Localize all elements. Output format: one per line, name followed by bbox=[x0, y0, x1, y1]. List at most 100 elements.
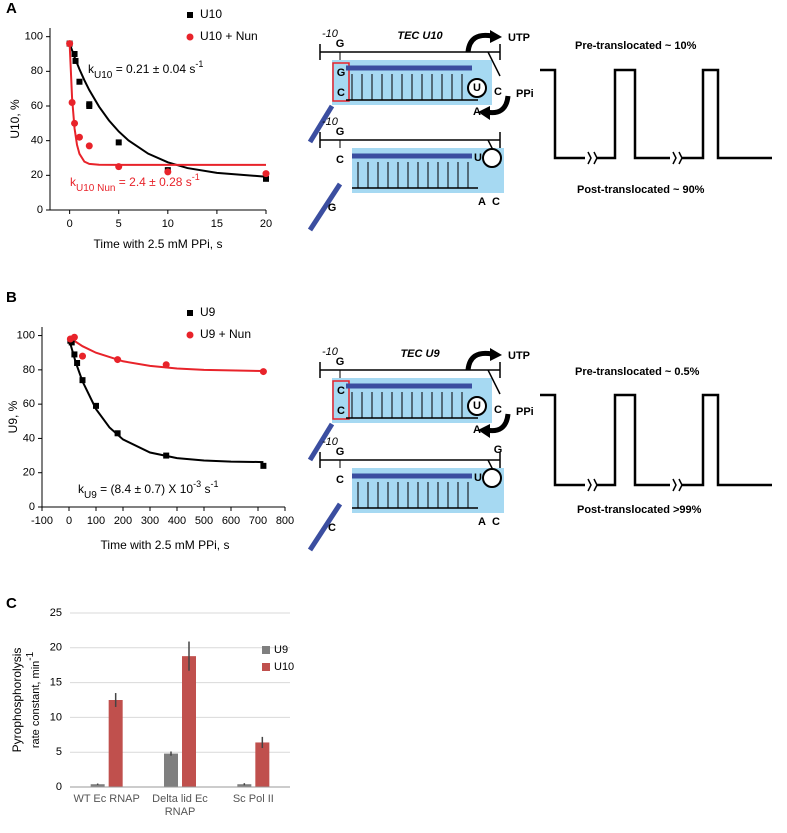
annotation-part: = 0.21 ± 0.04 s bbox=[112, 62, 195, 76]
point bbox=[74, 360, 81, 366]
annotation-part: k bbox=[78, 482, 85, 496]
legend-label: U9 + Nun bbox=[200, 327, 251, 341]
annotation-part: = (8.4 ± 0.7) X 10 bbox=[97, 482, 194, 496]
bar bbox=[255, 742, 270, 787]
fit-curve bbox=[68, 43, 267, 178]
x-tick-label: 0 bbox=[66, 515, 72, 527]
bar bbox=[182, 656, 196, 787]
schematic-shape: C bbox=[337, 385, 345, 397]
point bbox=[263, 175, 269, 182]
annotation-part: -1 bbox=[210, 479, 218, 489]
schematic-shape: A bbox=[478, 516, 486, 528]
y-tick-label: 100 bbox=[17, 329, 35, 341]
y-tick-label: 15 bbox=[50, 677, 62, 689]
y-tick-label: 20 bbox=[31, 169, 43, 181]
annotation-part: U10 bbox=[94, 70, 113, 81]
annotation-part: s bbox=[201, 482, 210, 496]
annotation: kU9 = (8.4 ± 0.7) X 10-3 s-1 bbox=[78, 479, 218, 501]
x-tick-label: 20 bbox=[260, 218, 272, 230]
annotation-part: U9 bbox=[84, 490, 97, 501]
schematic-shape bbox=[465, 32, 493, 53]
point bbox=[93, 402, 99, 409]
x-tick-label-box: Sc Pol II bbox=[232, 793, 274, 805]
fit-curve bbox=[68, 336, 264, 373]
schematic-shape bbox=[307, 104, 335, 144]
annotation-part: -1 bbox=[192, 172, 200, 182]
x-tick-label: 500 bbox=[195, 515, 213, 527]
x-tick-label: 300 bbox=[141, 515, 159, 527]
state-label: Pre-translocated ~ 10% bbox=[575, 40, 697, 52]
state-label: Post-translocated ~ 90% bbox=[577, 184, 705, 196]
legend-marker bbox=[186, 331, 194, 339]
point bbox=[162, 361, 170, 369]
y-tick-label: 25 bbox=[50, 607, 62, 619]
position-label: -10 bbox=[322, 28, 339, 40]
schematic-shape: U bbox=[474, 472, 482, 484]
schematic-shape: G bbox=[337, 67, 346, 79]
schematic-shape: C bbox=[328, 522, 336, 534]
point bbox=[66, 40, 74, 48]
annotation-part: -3 bbox=[193, 479, 201, 489]
x-tick-label: 400 bbox=[168, 515, 186, 527]
point bbox=[68, 339, 75, 346]
y-axis-title: rate constant, min-1 bbox=[25, 651, 42, 748]
state-label: Post-translocated >99% bbox=[577, 504, 702, 516]
point bbox=[114, 356, 122, 364]
schematic-shape bbox=[307, 422, 335, 462]
y-tick-label: 20 bbox=[23, 467, 35, 479]
legend-marker bbox=[262, 646, 270, 654]
y-tick-label: 20 bbox=[50, 642, 62, 654]
translocation-trace bbox=[540, 393, 772, 487]
position-label: -10 bbox=[322, 346, 339, 358]
legend-marker bbox=[187, 12, 193, 18]
bar bbox=[90, 784, 105, 787]
x-tick-label: WT Ec RNAP bbox=[73, 793, 140, 805]
y-tick-label: 0 bbox=[29, 501, 35, 513]
schematic-shape bbox=[482, 148, 502, 168]
legend-marker bbox=[186, 33, 194, 41]
schematic-shape: U bbox=[473, 400, 481, 412]
point bbox=[75, 133, 83, 141]
point bbox=[79, 352, 86, 360]
schematic-shape: C bbox=[337, 405, 345, 417]
legend-label: U10 bbox=[200, 7, 222, 21]
schematic-shape bbox=[307, 182, 343, 232]
bar bbox=[237, 784, 252, 787]
point bbox=[79, 377, 86, 384]
point bbox=[115, 139, 122, 146]
x-axis-title: Time with 2.5 mM PPi, s bbox=[101, 538, 230, 552]
x-tick-label: -100 bbox=[31, 515, 53, 527]
point bbox=[70, 333, 78, 341]
schematic-shape bbox=[465, 350, 493, 371]
x-tick-label: 10 bbox=[162, 218, 174, 230]
schematic-shape: TEC U9 bbox=[400, 348, 440, 360]
point bbox=[72, 57, 79, 64]
point bbox=[71, 51, 78, 57]
y-tick-label: 60 bbox=[23, 398, 35, 410]
schematic-shape bbox=[482, 468, 502, 488]
schematic-shape: G bbox=[494, 444, 503, 456]
schematic-shape: A bbox=[473, 106, 481, 118]
y-axis-title: U9, % bbox=[6, 400, 20, 433]
x-tick-label-box: WT Ec RNAP bbox=[73, 793, 140, 805]
axis-break bbox=[672, 151, 683, 165]
x-tick-label: Sc Pol II bbox=[232, 793, 274, 805]
x-tick-label: 100 bbox=[87, 515, 105, 527]
schematic-shape: C bbox=[336, 474, 344, 486]
schematic-shape: A bbox=[473, 424, 481, 436]
annotation-part: -1 bbox=[195, 59, 203, 69]
bar bbox=[164, 753, 178, 787]
x-tick-label: 800 bbox=[276, 515, 294, 527]
x-tick-label: 200 bbox=[114, 515, 132, 527]
legend-marker bbox=[262, 663, 270, 671]
schematic-shape: G bbox=[328, 202, 337, 214]
state-label: Pre-translocated ~ 0.5% bbox=[575, 366, 700, 378]
y-tick-label: 40 bbox=[31, 135, 43, 147]
y-axis-title: Pyrophosphorolysis bbox=[10, 648, 24, 753]
point bbox=[164, 168, 172, 176]
point bbox=[71, 119, 79, 127]
point bbox=[115, 163, 123, 171]
schematic-shape bbox=[332, 62, 350, 102]
schematic-shape: C bbox=[492, 516, 500, 528]
